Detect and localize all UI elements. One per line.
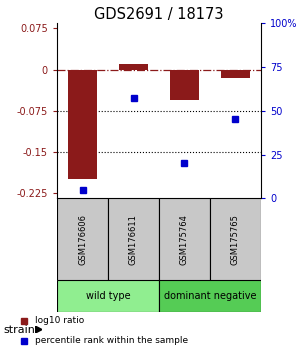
Bar — [210, 199, 261, 280]
Bar — [119, 64, 148, 70]
Title: GDS2691 / 18173: GDS2691 / 18173 — [94, 7, 224, 22]
Bar — [159, 199, 210, 280]
Text: log10 ratio: log10 ratio — [34, 316, 84, 325]
Text: wild type: wild type — [86, 291, 130, 301]
Text: percentile rank within the sample: percentile rank within the sample — [34, 336, 188, 345]
Bar — [221, 70, 250, 78]
Bar — [57, 199, 108, 280]
Text: GSM175764: GSM175764 — [180, 214, 189, 265]
Text: GSM176606: GSM176606 — [78, 214, 87, 265]
Text: dominant negative: dominant negative — [164, 291, 256, 301]
Bar — [68, 70, 97, 179]
Polygon shape — [34, 326, 42, 333]
Bar — [170, 70, 199, 100]
Bar — [57, 280, 159, 313]
Text: GSM176611: GSM176611 — [129, 214, 138, 265]
Bar — [108, 199, 159, 280]
Text: strain: strain — [3, 325, 35, 335]
Text: GSM175765: GSM175765 — [231, 214, 240, 265]
Bar — [159, 280, 261, 313]
